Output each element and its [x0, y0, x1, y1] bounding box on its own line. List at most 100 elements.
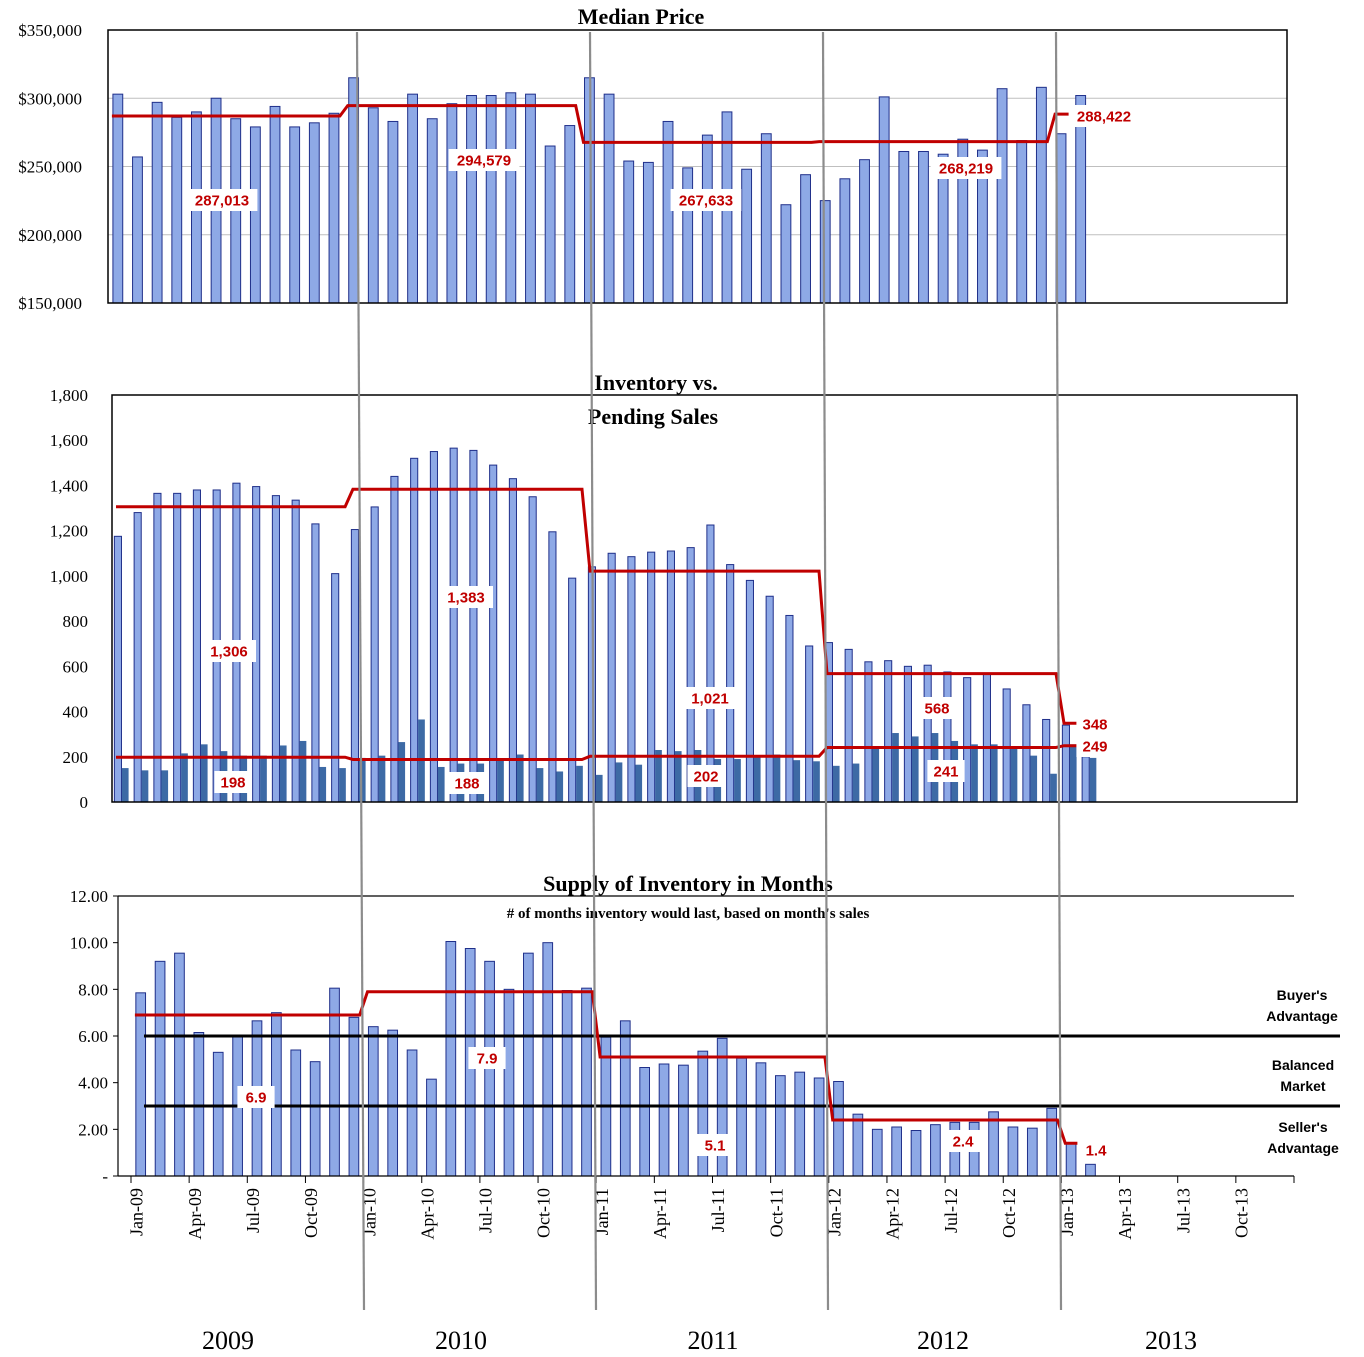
median-price-chart: Median Price $150,000 $200,000 $250,000 $300… [18, 4, 1288, 313]
average-label: 268,219 [939, 161, 993, 178]
bar [426, 1078, 437, 1177]
x-tick-label: Oct-10 [534, 1188, 554, 1238]
bar [1046, 1107, 1058, 1177]
pending-bar [1030, 755, 1038, 802]
average-label-box [1076, 735, 1114, 757]
pending-bar [1050, 773, 1057, 802]
pending-bar [141, 770, 149, 802]
year-label: 2009 [202, 1326, 254, 1355]
pending-bar [635, 764, 643, 802]
x-tick-label: Oct-11 [766, 1188, 786, 1237]
x-tick-label: Jan-09 [127, 1188, 147, 1236]
year-label: 2012 [917, 1326, 969, 1355]
average-label: 202 [693, 769, 718, 786]
x-tick-label: Oct-12 [999, 1188, 1019, 1238]
bar [678, 1064, 689, 1177]
pending-bar [556, 771, 564, 802]
average-label: 241 [933, 764, 958, 781]
x-tick-label: Jan-13 [1057, 1188, 1077, 1236]
y-tick-label: 400 [63, 703, 89, 722]
pending-bar [576, 765, 583, 802]
bar [898, 150, 910, 304]
inventory-bar [805, 645, 814, 803]
bar [154, 960, 166, 1177]
pending-bar [181, 753, 188, 802]
average-label-box [439, 586, 493, 608]
bar [662, 120, 674, 304]
inventory-bar [943, 671, 952, 803]
year-divider [821, 31, 830, 1311]
bar [466, 95, 477, 304]
x-tick-label: Jul-09 [243, 1188, 263, 1233]
bar [741, 168, 753, 304]
inventory-bar [311, 523, 320, 803]
inventory-bar [548, 531, 557, 803]
y-tick-label: 4.00 [78, 1074, 108, 1093]
average-label: 2.4 [953, 1134, 975, 1151]
bar [446, 103, 458, 304]
y-tick-label: 12.00 [70, 887, 108, 906]
average-label: 6.9 [246, 1090, 267, 1107]
bar [367, 1026, 379, 1177]
pending-bar [319, 766, 327, 802]
year-labels: 2009 2010 2011 2012 2013 [202, 1326, 1197, 1355]
bar [619, 1020, 631, 1177]
inventory-bar [765, 595, 774, 803]
bar [564, 125, 576, 304]
pending-bar [990, 744, 998, 802]
y-tick-label: 6.00 [78, 1027, 108, 1046]
bar [387, 120, 399, 304]
bar [639, 1067, 651, 1177]
average-label: 5.1 [705, 1138, 726, 1155]
x-tick-label: Apr-09 [185, 1188, 205, 1240]
bar [290, 1049, 302, 1177]
year-dividers [355, 31, 1063, 1311]
pending-bar [813, 761, 820, 802]
average-label: 1,306 [210, 644, 248, 661]
bar [249, 126, 261, 304]
average-label-box [683, 687, 737, 709]
bar [308, 122, 320, 304]
bar [525, 93, 536, 304]
bar [348, 1016, 360, 1177]
y-tick-label: 200 [63, 748, 89, 767]
y-tick-label: 1,800 [50, 386, 88, 405]
bar [623, 160, 635, 304]
average-line [111, 104, 1087, 144]
average-label: 294,579 [457, 153, 511, 170]
bar [542, 942, 554, 1177]
market-annotation: Balanced [1272, 1057, 1334, 1073]
inventory-bar [508, 478, 517, 803]
pending-bar [536, 768, 544, 802]
average-label: 188 [454, 776, 479, 793]
bar [794, 1071, 806, 1177]
average-label: 7.9 [477, 1051, 498, 1068]
average-label-box [1068, 105, 1140, 127]
x-tick-label: Apr-13 [1115, 1188, 1135, 1240]
average-label-box [448, 149, 520, 171]
inventory-bar [192, 489, 201, 803]
bar [112, 93, 124, 304]
average-label-box [468, 1047, 506, 1069]
year-divider [355, 31, 366, 1311]
bar [1007, 1126, 1019, 1177]
average-label: 1.4 [1086, 1143, 1108, 1160]
average-label: 1,383 [447, 590, 485, 607]
bar [387, 1029, 399, 1177]
x-tick-label: Oct-09 [301, 1188, 321, 1238]
bar [697, 1050, 709, 1177]
y-tick-label: $300,000 [18, 89, 82, 108]
bar [1065, 1142, 1077, 1177]
inventory-bar [607, 552, 616, 803]
y-tick-label: 600 [63, 657, 89, 676]
bar [269, 105, 281, 304]
pending-bar [516, 754, 524, 802]
pending-average-line [116, 744, 1096, 761]
bar [171, 116, 183, 304]
x-tick-label: Apr-10 [417, 1188, 437, 1240]
inventory-bar [982, 672, 991, 803]
y-tick-label: 8.00 [78, 980, 108, 999]
bar [1026, 1127, 1038, 1177]
bar [523, 952, 534, 1177]
inventory-bar [884, 660, 893, 803]
